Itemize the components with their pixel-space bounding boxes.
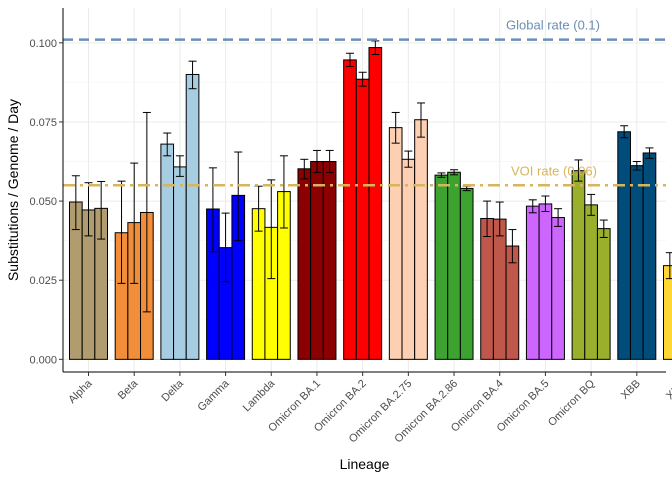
y-tick-label: 0.025 [29, 275, 57, 287]
x-tick-label: Alpha [66, 377, 95, 406]
y-tick-label: 0.000 [29, 354, 57, 366]
bar-delta-1 [160, 143, 175, 360]
error-bar [371, 40, 380, 56]
bar-xbb-1 [617, 131, 631, 360]
error-bar [574, 159, 583, 182]
x-tick-label: Delta [159, 377, 186, 404]
x-tick-label: Gamma [196, 377, 233, 414]
x-tick-label: Lambda [241, 377, 278, 414]
x-tick-label: Beta [116, 377, 141, 402]
bar-omicron-bq-3 [596, 228, 611, 360]
error-bar [665, 252, 672, 280]
bar-omicron-ba-1-1 [297, 168, 312, 360]
x-tick-label: Omicron BQ [546, 377, 598, 429]
error-bar [358, 71, 367, 87]
reference-line-label: VOI rate (0.06) [511, 163, 597, 178]
error-bar [587, 193, 596, 216]
x-tick-label: XBB [619, 378, 643, 402]
error-bar [450, 169, 459, 176]
error-bar [175, 155, 184, 177]
bar-omicron-ba-1-2 [310, 161, 324, 360]
bar-omicron-ba-2-75-3 [414, 119, 428, 360]
x-tick-label: XEC [664, 378, 672, 403]
error-bar [437, 172, 446, 178]
error-bar [391, 111, 400, 144]
bar-xec-1 [663, 265, 672, 360]
bar-omicron-ba-2-3 [368, 47, 383, 360]
bar-omicron-ba-2-1 [343, 59, 357, 360]
bar-omicron-ba-1-3 [322, 161, 337, 360]
bar-omicron-bq-1 [571, 170, 586, 360]
y-tick-label: 0.075 [29, 117, 57, 129]
error-bar [142, 111, 151, 313]
error-bar [599, 219, 608, 238]
error-bar [117, 180, 126, 284]
error-bar [163, 132, 172, 157]
bar-omicron-ba-4-1 [480, 217, 494, 360]
x-axis-title: Lineage [340, 456, 390, 472]
error-bar [267, 179, 276, 280]
bar-omicron-ba-2-75-2 [401, 158, 416, 360]
error-bar [404, 150, 413, 168]
error-bar [541, 195, 550, 213]
bar-delta-3 [185, 73, 200, 360]
bar-delta-2 [173, 166, 187, 360]
error-bar [345, 52, 354, 68]
bar-omicron-ba-2-86-3 [459, 187, 474, 360]
error-bar [620, 125, 629, 139]
reference-lines: Global rate (0.1) VOI rate (0.06) [63, 18, 666, 187]
bar-omicron-bq-2 [584, 204, 598, 360]
bar-omicron-ba-2-2 [355, 78, 370, 360]
y-axis-title: Substitutions / Genome / Day [5, 99, 21, 281]
error-bar [71, 175, 80, 231]
bar-xbb-2 [629, 165, 644, 360]
bar-xbb-3 [642, 152, 657, 360]
error-bar [632, 161, 641, 171]
bar-omicron-ba-5-1 [525, 205, 540, 360]
error-bar [130, 162, 139, 284]
y-tick-label: 0.100 [29, 38, 57, 50]
y-tick-label: 0.050 [29, 196, 57, 208]
error-bar [234, 151, 243, 242]
error-bar [495, 201, 504, 237]
error-bar [325, 149, 334, 174]
error-bar [188, 60, 197, 90]
bar-omicron-ba-2-75-1 [388, 127, 403, 360]
bar-omicron-ba-4-2 [492, 218, 507, 360]
error-bar [528, 199, 537, 214]
bar-omicron-ba-2-86-1 [434, 174, 449, 360]
bar-omicron-ba-5-2 [538, 203, 553, 360]
error-bar [84, 182, 93, 237]
error-bar [645, 147, 654, 159]
error-bar [554, 208, 563, 227]
error-bar [508, 229, 517, 264]
bar-omicron-ba-5-3 [551, 217, 565, 360]
error-bar [300, 158, 309, 180]
error-bar [279, 155, 288, 229]
error-bar [483, 200, 492, 238]
reference-line-label: Global rate (0.1) [506, 18, 600, 33]
error-bar [208, 167, 217, 253]
error-bar [312, 149, 321, 174]
bars [69, 40, 672, 360]
error-bar [417, 102, 426, 138]
bar-omicron-ba-2-86-2 [447, 171, 461, 360]
error-bar [97, 180, 106, 240]
error-bar [221, 212, 230, 283]
